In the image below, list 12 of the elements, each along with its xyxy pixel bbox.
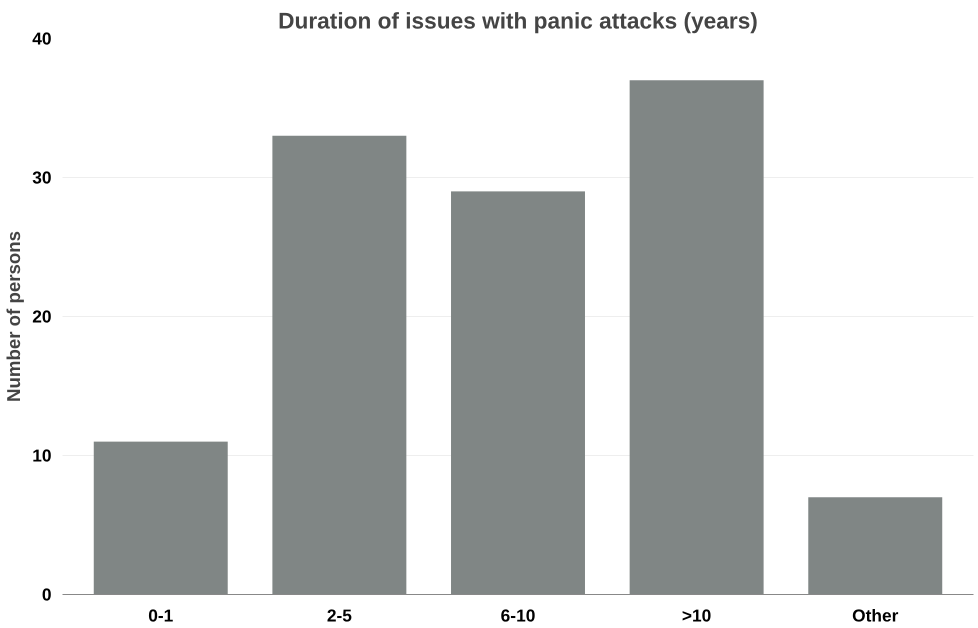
x-tick-label: 0-1 (148, 606, 174, 626)
y-axis-title: Number of persons (3, 230, 24, 402)
y-tick-label: 0 (42, 584, 52, 604)
x-tick-label: Other (852, 606, 899, 626)
y-tick-label: 30 (32, 168, 52, 188)
chart-title: Duration of issues with panic attacks (years) (278, 8, 758, 34)
x-tick-label: >10 (682, 606, 712, 626)
x-tick-label: 2-5 (326, 606, 352, 626)
y-tick-label: 40 (32, 28, 52, 48)
y-tick-label: 20 (32, 306, 52, 326)
y-tick-label: 10 (32, 446, 52, 466)
x-tick-label: 6-10 (500, 606, 536, 626)
